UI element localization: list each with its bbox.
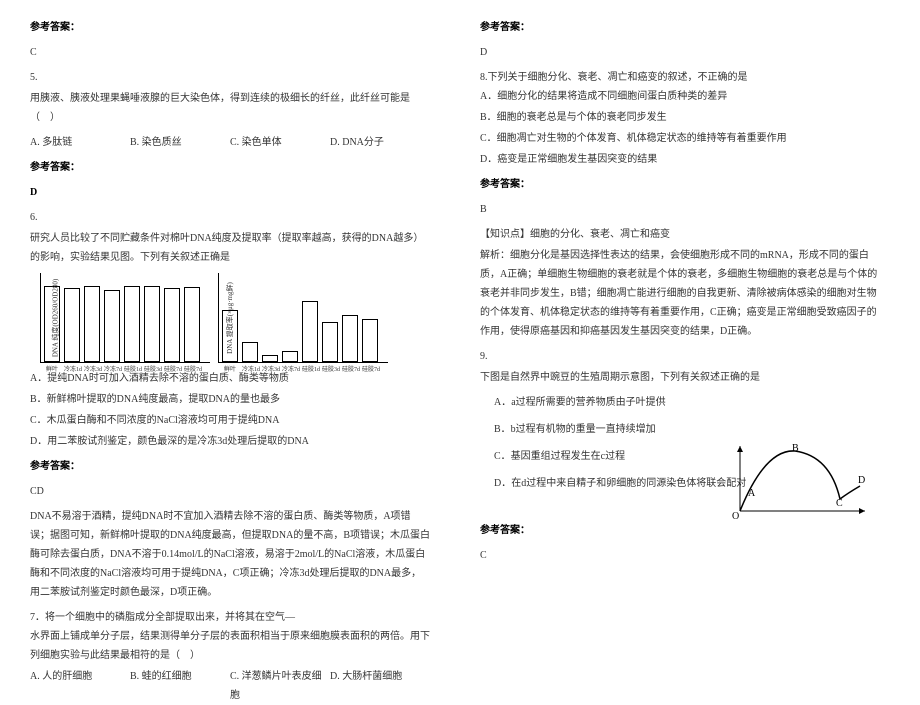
answer-6: CD: [30, 482, 430, 501]
chart-bar: [124, 286, 140, 363]
chart-bar: [84, 286, 100, 362]
q6-opt-c: C．木瓜蛋白酶和不同浓度的NaCl溶液均可用于提纯DNA: [30, 411, 430, 430]
chart2-xlabels: 鲜叶冷冻1d冷冻3d冷冻7d硅胶1d硅胶3d硅胶7d硅胶7d: [219, 365, 388, 376]
q5-text: 用胰液、胰液处理果蝇唾液腺的巨大染色体，得到连续的极细长的纤丝，此纤丝可能是（ …: [30, 89, 430, 127]
kp-label: 【知识点】: [480, 229, 530, 240]
q5-options: A. 多肽链 B. 染色质丝 C. 染色单体 D. DNA分子: [30, 133, 430, 152]
q6-opt-d: D．用二苯胺试剂鉴定，颜色最深的是冷冻3d处理后提取的DNA: [30, 432, 430, 451]
chart-bar: [64, 288, 80, 362]
curve-label-b: B: [792, 443, 799, 454]
q8-explanation: 解析：细胞分化是基因选择性表达的结果，会使细胞形成不同的mRNA，形成不同的蛋白…: [480, 246, 880, 341]
curve-label-c: C: [836, 498, 843, 509]
left-column: 参考答案： C 5. 用胰液、胰液处理果蝇唾液腺的巨大染色体，得到连续的极细长的…: [0, 0, 460, 651]
q7-number: 7．: [30, 612, 45, 623]
chart-bar: [282, 351, 298, 362]
right-column: 参考答案： D 8.下列关于细胞分化、衰老、凋亡和癌变的叙述，不正确的是 A．细…: [460, 0, 920, 651]
q7-options: A. 人的肝细胞 B. 蛙的红细胞 C. 洋葱鳞片叶表皮细胞 D. 大肠杆菌细胞: [30, 667, 430, 705]
q8-opt-a: A．细胞分化的结果将造成不同细胞间蛋白质种类的差异: [480, 87, 880, 106]
answer-label: 参考答案：: [30, 18, 430, 37]
q9-opt-a: A．a过程所需要的营养物质由子叶提供: [494, 393, 880, 412]
q8-opt-b: B．细胞的衰老总是与个体的衰老同步发生: [480, 108, 880, 127]
chart2-ylabel: DNA 提取率(×μg·mg鲜): [224, 282, 237, 354]
q8-number: 8.: [480, 72, 488, 83]
q6-explanation: DNA不易溶于酒精，提纯DNA时不宜加入酒精去除不溶的蛋白质、酶类等物质，A项错…: [30, 507, 430, 602]
q9-number: 9.: [480, 347, 880, 366]
q5-number: 5.: [30, 68, 430, 87]
q6-charts: DNA 纯度(OD260/OD280) 鲜叶冷冻1d冷冻3d冷冻7d硅胶1d硅胶…: [30, 273, 430, 363]
q8-knowledge: 【知识点】细胞的分化、衰老、凋亡和癌变: [480, 225, 880, 244]
q9-curve-diagram: A B C D O: [730, 441, 870, 521]
answer-9: C: [480, 546, 880, 565]
kp-text: 细胞的分化、衰老、凋亡和癌变: [530, 229, 670, 240]
curve-label-d: D: [858, 475, 865, 486]
svg-text:O: O: [732, 511, 739, 521]
q6-number: 6.: [30, 208, 430, 227]
q7-text1: 将一个细胞中的磷脂成分全部提取出来，并将其在空气—: [45, 612, 295, 623]
answer-label: 参考答案：: [480, 521, 880, 540]
chart1-ylabel: DNA 纯度(OD260/OD280): [50, 278, 63, 356]
chart-bar: [322, 322, 338, 363]
q8-opt-c: C．细胞凋亡对生物的个体发育、机体稳定状态的维持等有着重要作用: [480, 129, 880, 148]
q7-opt-c: C. 洋葱鳞片叶表皮细胞: [230, 667, 330, 705]
q5-opt-b: B. 染色质丝: [130, 133, 230, 152]
answer-label: 参考答案：: [480, 18, 880, 37]
chart-bar: [184, 287, 200, 362]
answer-4: C: [30, 43, 430, 62]
q9-text: 下图是自然界中豌豆的生殖周期示意图，下列有关叙述正确的是: [480, 368, 880, 387]
answer-label: 参考答案：: [480, 175, 880, 194]
answer-label: 参考答案：: [30, 158, 430, 177]
q7-line1: 7．将一个细胞中的磷脂成分全部提取出来，并将其在空气—: [30, 608, 430, 627]
chart-bar: [144, 286, 160, 362]
chart-bar: [104, 290, 120, 362]
curve-label-a: A: [748, 488, 756, 499]
q8-line: 8.下列关于细胞分化、衰老、凋亡和癌变的叙述，不正确的是: [480, 68, 880, 87]
answer-label: 参考答案：: [30, 457, 430, 476]
q7-opt-b: B. 蛙的红细胞: [130, 667, 230, 705]
q9-opt-b: B．b过程有机物的重量一直持续增加: [494, 420, 880, 439]
answer-8: B: [480, 200, 880, 219]
q6-opt-b: B．新鲜棉叶提取的DNA纯度最高，提取DNA的量也最多: [30, 390, 430, 409]
chart-bar: [342, 315, 358, 362]
chart-bar: [262, 355, 278, 362]
answer-5: D: [30, 183, 430, 202]
q8-text: 下列关于细胞分化、衰老、凋亡和癌变的叙述，不正确的是: [488, 72, 748, 83]
chart-bar: [302, 301, 318, 362]
dna-purity-chart: DNA 纯度(OD260/OD280) 鲜叶冷冻1d冷冻3d冷冻7d硅胶1d硅胶…: [40, 273, 210, 363]
q6-text: 研究人员比较了不同贮藏条件对棉叶DNA纯度及提取率（提取率越高，获得的DNA越多…: [30, 229, 430, 267]
q5-opt-d: D. DNA分子: [330, 133, 430, 152]
q8-opt-d: D．癌变是正常细胞发生基因突变的结果: [480, 150, 880, 169]
q5-opt-a: A. 多肽链: [30, 133, 130, 152]
q5-opt-c: C. 染色单体: [230, 133, 330, 152]
answer-7: D: [480, 43, 880, 62]
chart1-xlabels: 鲜叶冷冻1d冷冻3d冷冻7d硅胶1d硅胶3d硅胶7d硅胶7d: [41, 365, 210, 376]
q7-text2: 水界面上铺成单分子层，结果测得单分子层的表面积相当于原来细胞膜表面积的两倍。用下…: [30, 627, 430, 665]
chart-bar: [164, 288, 180, 362]
chart-bar: [362, 319, 378, 362]
dna-yield-chart: DNA 提取率(×μg·mg鲜) 鲜叶冷冻1d冷冻3d冷冻7d硅胶1d硅胶3d硅…: [218, 273, 388, 363]
q7-opt-d: D. 大肠杆菌细胞: [330, 667, 430, 705]
chart-bar: [242, 342, 258, 362]
q7-opt-a: A. 人的肝细胞: [30, 667, 130, 705]
